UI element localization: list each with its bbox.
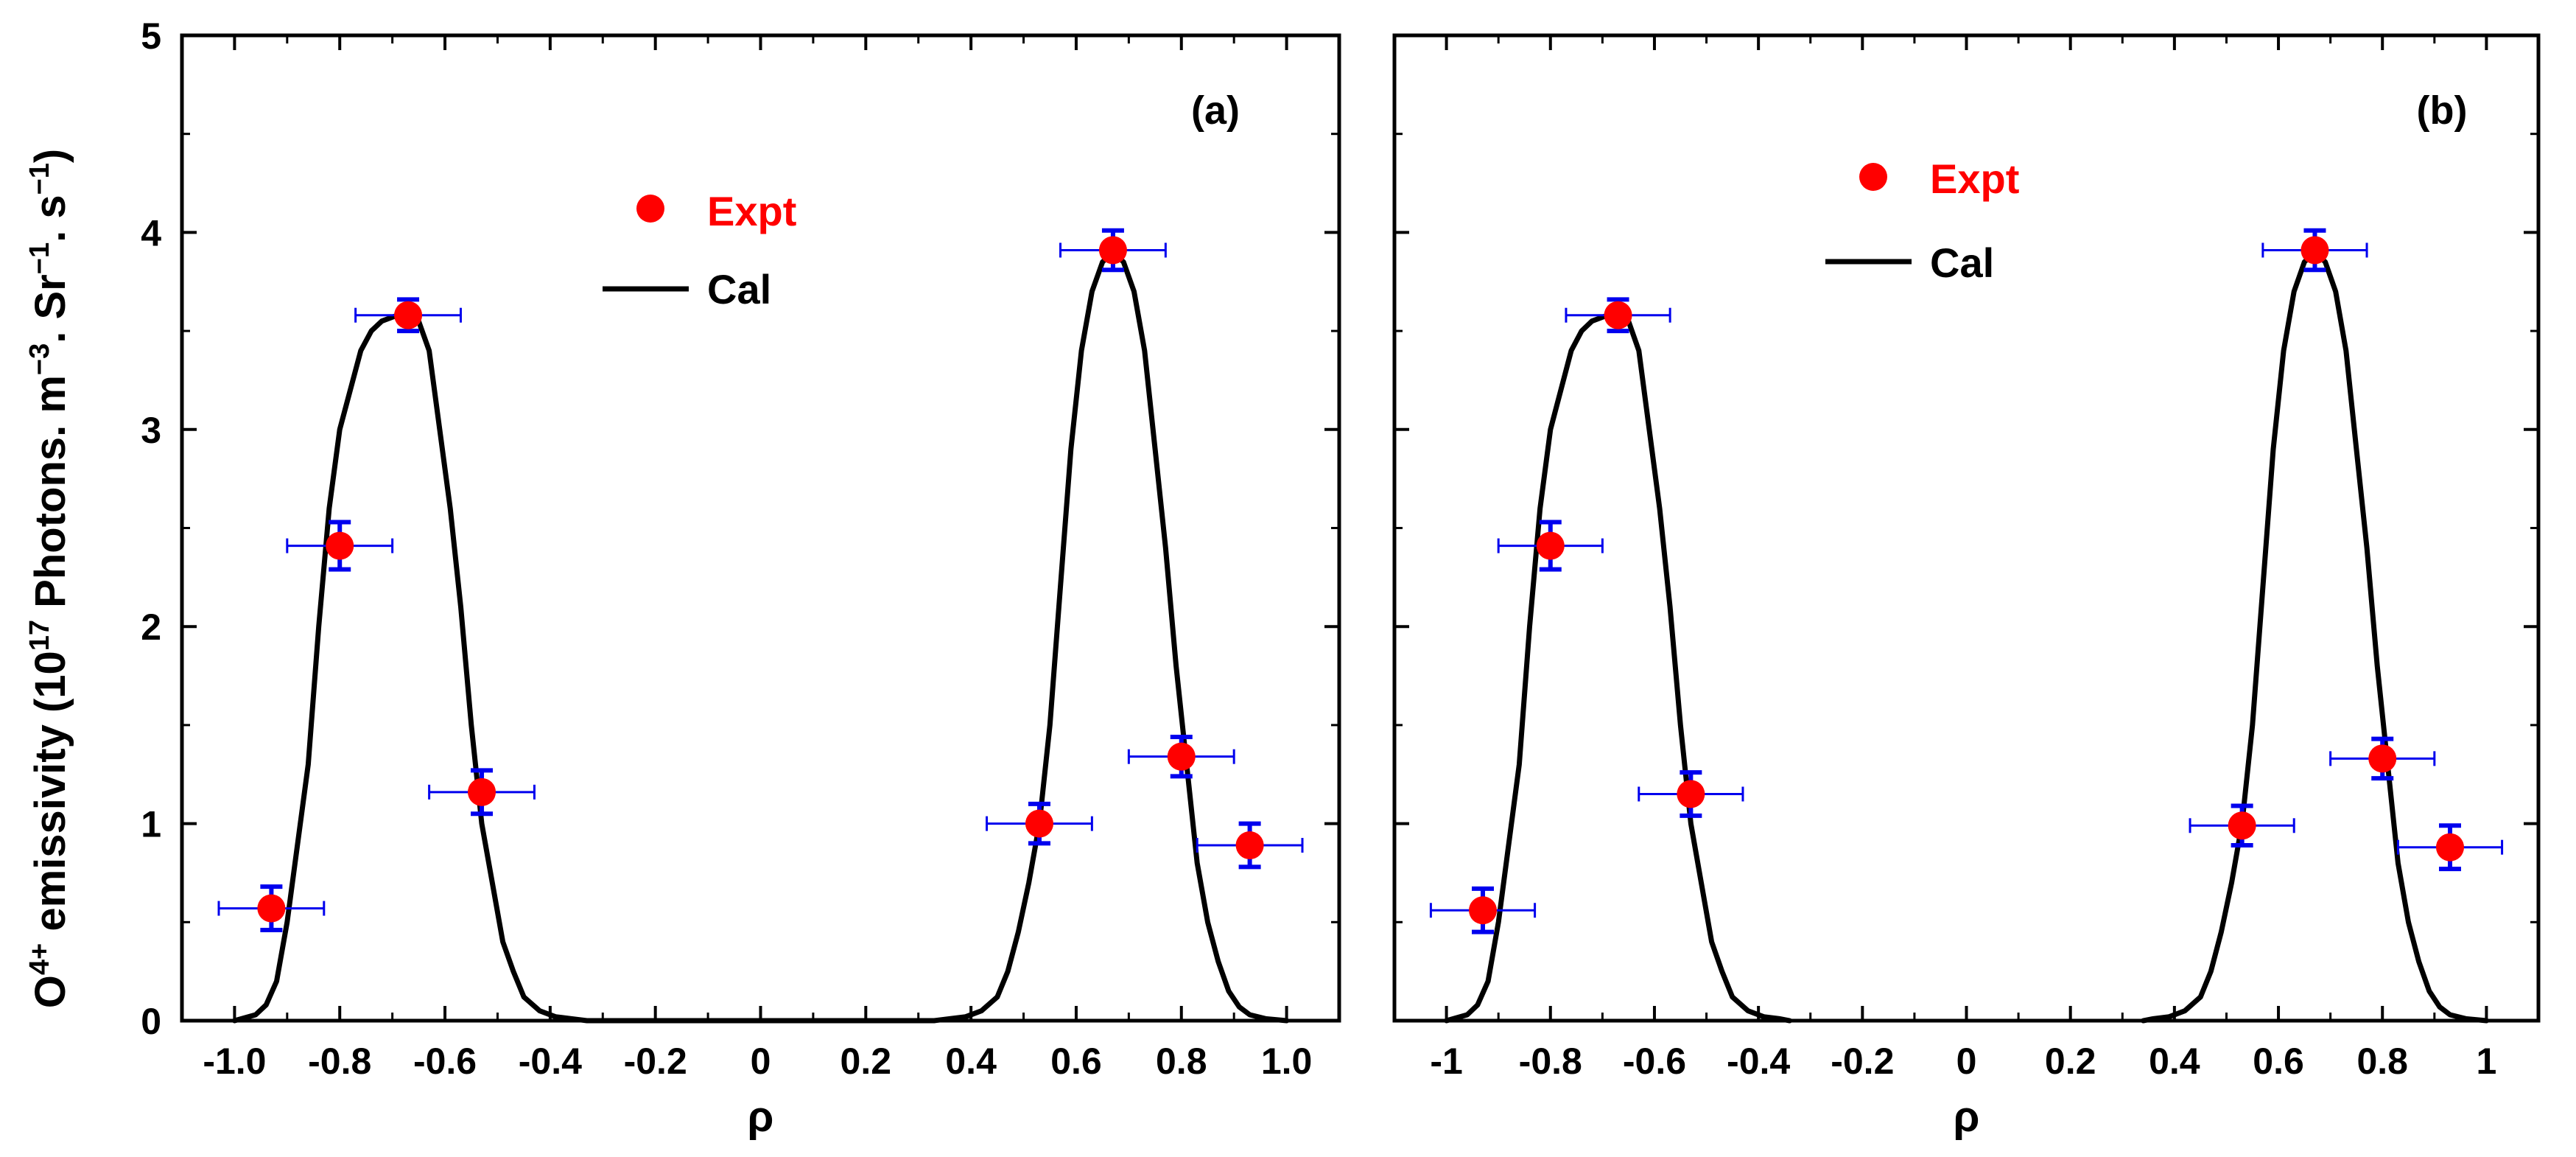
legend-cal-label: Cal (1930, 240, 1994, 286)
x-tick-label: 0.6 (1050, 1041, 1102, 1082)
expt-point (2228, 811, 2256, 840)
legend-cal-label: Cal (707, 266, 771, 312)
y-axis-title-part: ) (27, 149, 74, 163)
y-axis-title-superscript: −1 (24, 242, 55, 274)
y-axis-title-group: O4+ emissivity (1017 Photons. m−3. Sr−1.… (24, 149, 74, 1009)
y-axis-title-part: . s (27, 195, 74, 242)
expt-point (2368, 744, 2397, 773)
y-tick-label: 5 (141, 15, 161, 57)
y-axis-title-part: O (27, 975, 74, 1008)
x-tick-label: -0.6 (413, 1041, 477, 1082)
cal-line (231, 249, 1290, 1024)
expt-point (1235, 831, 1264, 860)
y-axis-title-part: Photons. m (27, 375, 74, 620)
x-axis-title: ρ (1954, 1093, 1980, 1141)
legend-expt-label: Expt (1930, 155, 2019, 202)
x-tick-label: -0.8 (1519, 1041, 1582, 1082)
expt-point (2300, 236, 2329, 265)
y-axis-title-part: . Sr (27, 274, 74, 343)
x-tick-label: -0.4 (519, 1041, 582, 1082)
x-tick-label: -0.8 (308, 1041, 371, 1082)
y-tick-label: 2 (141, 607, 161, 648)
panel-b: -1 -0.8 -0.6 -0.4 -0.2 0 0.2 0.4 0.6 0.8 1 ρ (b) Expt… (1392, 33, 2541, 1141)
x-tick-label: -0.6 (1623, 1041, 1686, 1082)
y-tick-label: 1 (141, 804, 161, 845)
x-tick-label: -1.0 (203, 1041, 266, 1082)
x-tick-label: 0 (1956, 1041, 1977, 1082)
y-tick-label: 0 (141, 1001, 161, 1042)
expt-point (2435, 833, 2464, 861)
x-tick-label: 0.4 (945, 1041, 997, 1082)
legend-expt-marker (1859, 163, 1887, 191)
legend-expt-label: Expt (707, 188, 796, 234)
x-tick-label: 0 (751, 1041, 771, 1082)
x-tick-label: -0.4 (1727, 1041, 1790, 1082)
panel-a: -1.0 -0.8 -0.6 -0.4 -0.2 0 0.2 0.4 0.6 0.8 1.0 0 1 2 3… (141, 15, 1341, 1141)
y-axis-title: O4+ emissivity (1017 Photons. m−3. Sr−1.… (24, 149, 74, 1009)
y-tick-label: 3 (141, 410, 161, 451)
expt-point (468, 777, 496, 806)
x-tick-label: -1 (1430, 1041, 1462, 1082)
x-tick-label: 1.0 (1261, 1041, 1313, 1082)
expt-point (1025, 809, 1053, 838)
panel-label: (b) (2417, 88, 2468, 133)
x-tick-label: 0.2 (2045, 1041, 2096, 1082)
y-axis-title-superscript: −3 (24, 343, 55, 375)
expt-point (257, 894, 286, 923)
y-axis-title-superscript: 4+ (24, 943, 55, 975)
expt-point (1469, 896, 1498, 925)
y-axis-title-superscript: 17 (24, 620, 55, 651)
legend-expt-marker (636, 195, 664, 223)
y-axis-title-part: emissivity (10 (27, 651, 74, 943)
expt-point (1604, 301, 1632, 329)
expt-point (1098, 236, 1127, 265)
expt-point (326, 531, 354, 560)
x-tick-label: -0.2 (1831, 1041, 1894, 1082)
y-tick-label: 4 (141, 212, 161, 254)
x-tick-label: 0.4 (2149, 1041, 2200, 1082)
x-tick-label: 0.8 (1156, 1041, 1207, 1082)
x-tick-label: 0.6 (2253, 1041, 2304, 1082)
x-tick-label: 0.2 (840, 1041, 892, 1082)
expt-point (1677, 780, 1705, 808)
expt-point (1167, 742, 1196, 771)
panel-label: (a) (1191, 88, 1240, 133)
x-tick-label: -0.2 (624, 1041, 687, 1082)
x-axis-title: ρ (748, 1093, 774, 1141)
expt-point (1536, 531, 1565, 560)
y-axis-title-superscript: −1 (24, 163, 55, 195)
expt-point (394, 301, 423, 329)
x-tick-label: 1 (2477, 1041, 2497, 1082)
x-tick-label: 0.8 (2356, 1041, 2408, 1082)
